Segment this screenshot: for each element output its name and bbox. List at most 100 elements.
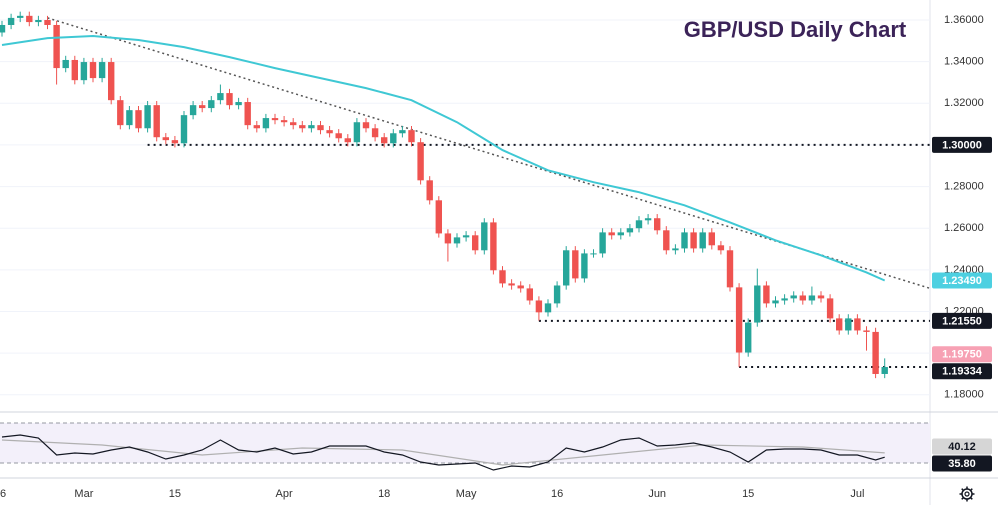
y-tick-label: 1.28000 [944, 180, 984, 192]
candle-body [108, 62, 115, 101]
x-tick-label: Apr [276, 488, 293, 500]
candle-body [817, 295, 825, 299]
price-badge-label: 40.12 [948, 441, 976, 453]
candle-body [53, 24, 60, 69]
candle-body [544, 303, 552, 313]
candle-body [417, 142, 424, 181]
price-badge [932, 455, 992, 472]
candle-body [317, 125, 324, 131]
candle-body [235, 102, 242, 106]
x-tick-label: Jul [850, 488, 864, 500]
candle-body [71, 59, 78, 81]
candle-body [371, 128, 379, 138]
candle-body [654, 218, 661, 231]
candle-body [271, 118, 279, 121]
candle-body [781, 298, 788, 301]
price-badge-label: 1.23490 [942, 275, 982, 287]
candle-body [763, 285, 770, 304]
candle-body [290, 122, 297, 126]
x-tick-label: 16 [551, 488, 563, 500]
candle-body [353, 122, 361, 143]
price-pane [0, 11, 930, 396]
candle-body [335, 133, 342, 139]
candle-body [44, 19, 51, 25]
candle-body [444, 233, 452, 244]
x-tick-label: 18 [378, 488, 390, 500]
candle-body [162, 137, 169, 141]
candle-body [462, 235, 470, 238]
candle-body [508, 283, 515, 286]
settings-icon[interactable] [959, 486, 975, 502]
candle-body [98, 62, 106, 79]
candle-body [745, 322, 752, 353]
price-badge [932, 312, 992, 329]
candle-body [826, 298, 834, 319]
price-badge [932, 272, 992, 289]
candle-body [681, 232, 688, 249]
candle-body [344, 138, 351, 143]
candle-body [135, 110, 142, 129]
candle-body [80, 62, 88, 81]
candle-body [590, 253, 597, 255]
y-tick-label: 1.32000 [944, 97, 984, 109]
candle-body [490, 222, 497, 271]
candle-body [517, 285, 524, 289]
candle-body [708, 232, 715, 246]
candle-body [726, 250, 734, 288]
candle-body [626, 228, 634, 233]
candle-body [572, 250, 579, 279]
candle-body [608, 232, 615, 236]
candle-body [208, 100, 215, 109]
candle-body [244, 102, 251, 126]
x-tick-label: Jun [648, 488, 666, 500]
candle-body [262, 118, 270, 129]
candle-body [617, 232, 624, 236]
candle-body [836, 318, 843, 331]
price-badge [932, 136, 992, 153]
candle-body [217, 93, 224, 101]
candle-body [717, 245, 725, 251]
candle-body [17, 15, 24, 18]
candle-body [599, 232, 606, 254]
candle-body [863, 330, 870, 332]
candle-body [308, 125, 315, 129]
candle-body [126, 110, 133, 126]
rsi-signal [1, 439, 885, 466]
candle-body [226, 93, 233, 106]
candle-body [754, 285, 761, 323]
rsi-band [0, 423, 930, 463]
x-tick-label: Mar [74, 488, 93, 500]
candle-body [772, 300, 779, 304]
price-badge-label: 1.19334 [942, 366, 983, 378]
candle-body [872, 331, 879, 374]
price-badge [932, 363, 992, 380]
candle-body [390, 133, 397, 144]
candle-body [399, 130, 406, 134]
candle-body [35, 19, 42, 23]
price-badge-label: 1.21550 [942, 315, 982, 327]
candle-body [472, 235, 479, 251]
candle-body [735, 287, 743, 353]
y-tick-label: 1.18000 [944, 389, 984, 401]
rsi-line [1, 434, 885, 471]
axes: 1.36000 1.34000 1.32000 1.30000 1.28000 1.260… [0, 14, 992, 500]
candle-body [635, 220, 643, 229]
candle-body [0, 24, 6, 33]
candle-body [362, 122, 370, 129]
candle-body [672, 248, 679, 251]
candle-body [581, 253, 588, 279]
candle-body [481, 222, 488, 251]
candle-body [299, 125, 306, 129]
candle-body [535, 300, 543, 313]
candle-body [881, 367, 888, 374]
candle-body [845, 318, 852, 331]
candle-body [499, 270, 506, 284]
chart-title: GBP/USD Daily Chart [684, 17, 907, 42]
candle-body [199, 105, 206, 109]
candle-body [171, 140, 179, 144]
x-tick-label: 15 [169, 488, 181, 500]
candle-body [453, 237, 461, 244]
